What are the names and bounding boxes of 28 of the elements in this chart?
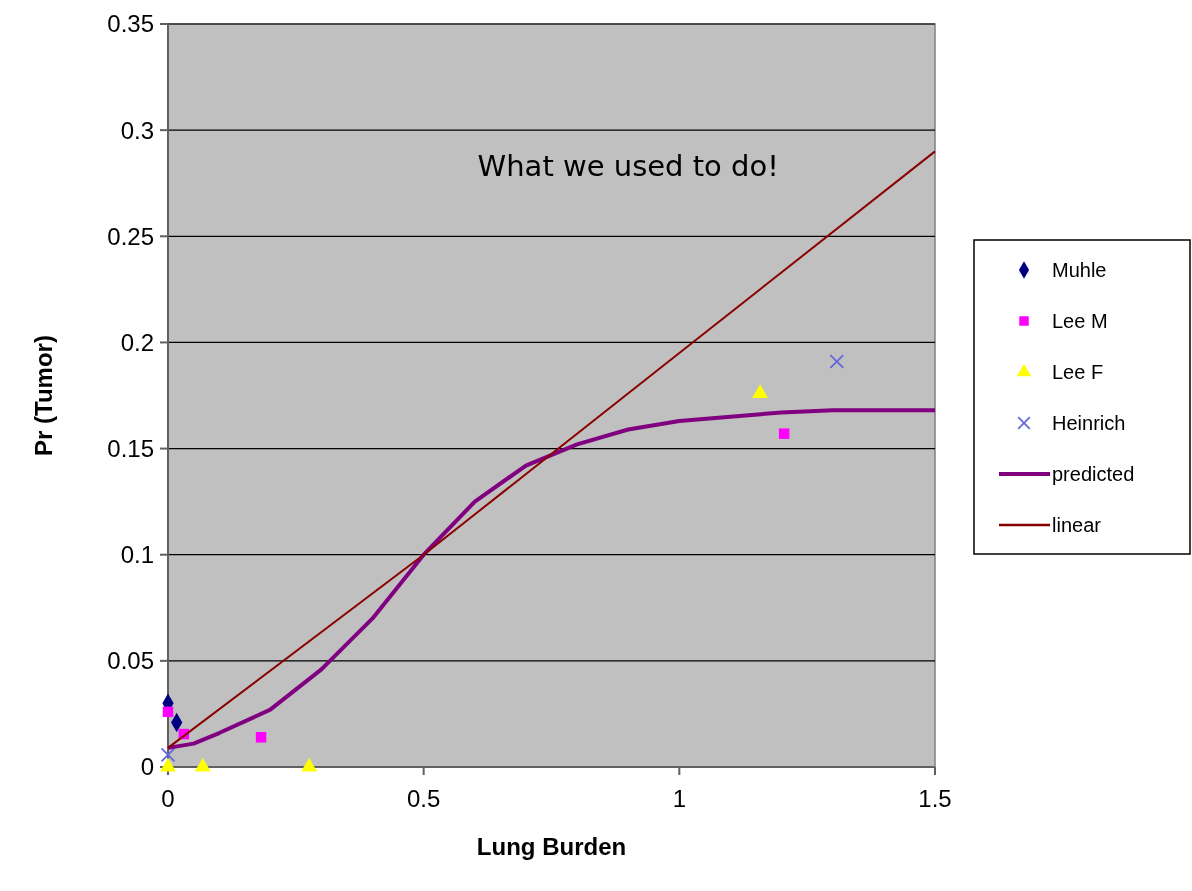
line-series <box>167 150 936 749</box>
y-tick-label: 0.1 <box>120 541 154 569</box>
y-tick-label: 0.15 <box>107 434 154 462</box>
annotation: What we used to do! <box>477 149 779 184</box>
line-series <box>166 408 937 750</box>
legend-label: predicted <box>1052 463 1135 485</box>
legend-label: Muhle <box>1052 259 1107 281</box>
point <box>160 747 176 763</box>
x-tick-label: 1 <box>672 785 687 812</box>
y-axis-title: Pr (Tumor) <box>30 335 57 456</box>
y-tick-label: 0.2 <box>120 328 154 356</box>
y-tick-label: 0.05 <box>107 647 154 675</box>
x-tick-label: 1.5 <box>918 785 952 812</box>
y-tick-label: 0 <box>140 753 154 781</box>
legend-label: linear <box>1052 514 1102 536</box>
point <box>778 428 790 439</box>
x-axis-title: Lung Burden <box>476 833 627 860</box>
x-tick-label: 0.5 <box>406 785 441 812</box>
point <box>829 354 845 369</box>
point <box>162 706 174 718</box>
point <box>255 732 267 743</box>
legend-label: Lee M <box>1052 310 1108 332</box>
y-tick-label: 0.25 <box>107 222 154 250</box>
y-tick-label: 0.3 <box>120 116 154 144</box>
x-tick-label: 0 <box>161 785 175 812</box>
legend-label: Heinrich <box>1052 412 1126 434</box>
y-tick-label: 0.35 <box>107 10 154 38</box>
legend-label: Lee F <box>1052 361 1104 383</box>
